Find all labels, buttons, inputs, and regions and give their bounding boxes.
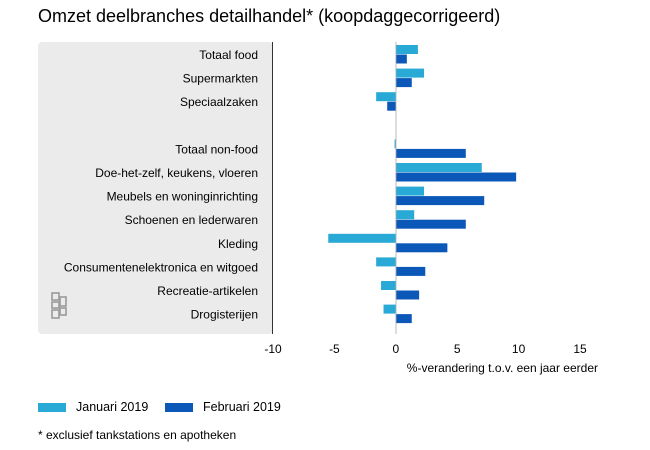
category-label-supermarkten: Supermarkten: [183, 72, 258, 86]
bar-januari-2019-drogisterijen: [383, 304, 396, 314]
bar-februari-2019-recreatie-artikelen: [395, 290, 420, 300]
x-tick-label: -5: [329, 342, 340, 356]
category-label-recreatie-artikelen: Recreatie-artikelen: [157, 284, 258, 298]
category-label-drogisterijen: Drogisterijen: [191, 308, 258, 322]
legend-swatch-januari: [38, 402, 66, 412]
bar-februari-2019-totaal-non-food: [395, 148, 466, 158]
bar-februari-2019-totaal-food: [395, 54, 407, 64]
bar-februari-2019-speciaalzaken: [387, 101, 396, 111]
category-label-totaal-food: Totaal food: [199, 48, 258, 62]
x-tick-label: 0: [392, 342, 399, 356]
bar-januari-2019-doe-het-zelf-keukens-vloeren: [395, 163, 482, 172]
category-label-speciaalzaken: Speciaalzaken: [180, 95, 258, 109]
category-label-kleding: Kleding: [218, 237, 258, 251]
legend-item-februari: Februari 2019: [165, 400, 281, 414]
x-tick-label: 5: [454, 342, 461, 356]
bar-januari-2019-totaal-food: [395, 45, 418, 54]
bar-januari-2019-totaal-non-food: [394, 139, 396, 149]
bar-januari-2019-recreatie-artikelen: [381, 281, 396, 290]
legend-label-februari: Februari 2019: [203, 400, 281, 414]
x-tick-label: 15: [573, 342, 587, 356]
category-label-doe-het-zelf-keukens-vloeren: Doe-het-zelf, keukens, vloeren: [95, 166, 258, 180]
cbs-logo: [51, 292, 67, 319]
bar-februari-2019-kleding: [395, 243, 448, 253]
bar-januari-2019-supermarkten: [395, 68, 425, 78]
footnote: * exclusief tankstations en apotheken: [38, 428, 237, 442]
bar-februari-2019-drogisterijen: [395, 314, 412, 324]
x-axis-label: %-verandering t.o.v. een jaar eerder: [407, 361, 598, 375]
category-label-consumentenelektronica-en-witgoed: Consumentenelektronica en witgoed: [64, 260, 258, 274]
legend-swatch-februari: [165, 402, 193, 412]
x-tick-label: 10: [512, 342, 526, 356]
bar-februari-2019-doe-het-zelf-keukens-vloeren: [395, 172, 517, 182]
bar-januari-2019-kleding: [328, 233, 396, 243]
chart-title: Omzet deelbranches detailhandel* (koopda…: [38, 6, 501, 26]
x-tick-label: -10: [264, 342, 282, 356]
category-label-totaal-non-food: Totaal non-food: [175, 142, 258, 156]
legend-item-januari: Januari 2019: [38, 400, 148, 414]
bar-februari-2019-schoenen-en-lederwaren: [395, 219, 466, 229]
bar-februari-2019-supermarkten: [395, 78, 412, 88]
bar-januari-2019-speciaalzaken: [376, 92, 396, 102]
bar-februari-2019-meubels-en-woninginrichting: [395, 196, 485, 206]
category-label-meubels-en-woninginrichting: Meubels en woninginrichting: [107, 190, 258, 204]
bar-januari-2019-schoenen-en-lederwaren: [395, 210, 415, 220]
bar-januari-2019-meubels-en-woninginrichting: [395, 186, 425, 196]
category-panel: [38, 42, 273, 334]
legend-label-januari: Januari 2019: [76, 400, 149, 414]
category-label-schoenen-en-lederwaren: Schoenen en lederwaren: [125, 213, 258, 227]
bar-januari-2019-consumentenelektronica-en-witgoed: [376, 257, 396, 267]
bar-februari-2019-consumentenelektronica-en-witgoed: [395, 266, 426, 276]
